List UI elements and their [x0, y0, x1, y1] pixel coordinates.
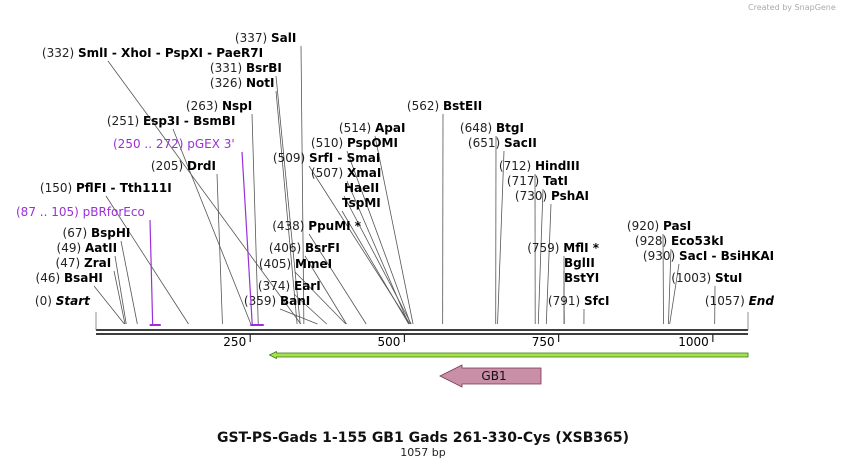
site-label-mfli[interactable]: (759) MflI *: [527, 241, 600, 255]
site-label-pasi[interactable]: (920) PasI: [627, 219, 691, 233]
cut-line-tati: [537, 188, 544, 325]
feature-arrow-gb1[interactable]: [439, 364, 542, 388]
cut-line-smli-xhoi-pspxi-paer7i: [107, 60, 302, 325]
site-label-haeii[interactable]: HaeII: [344, 181, 379, 195]
site-label-pflfi-tth111i[interactable]: (150) PflFI - Tth111I: [40, 181, 172, 195]
tick-label-1000: 1000: [678, 335, 709, 349]
primer-connector-pbrforeco: [149, 219, 154, 325]
site-label-drdi[interactable]: (205) DrdI: [151, 159, 216, 173]
cut-line-pspomi: [346, 150, 411, 325]
site-label-eco53ki[interactable]: (928) Eco53kI: [635, 234, 724, 248]
site-label-xmai[interactable]: (507) XmaI: [311, 166, 381, 180]
site-label-btgi[interactable]: (648) BtgI: [460, 121, 524, 135]
site-label-start[interactable]: (0) Start: [35, 294, 91, 308]
site-label-aatii[interactable]: (49) AatII: [57, 241, 118, 255]
site-label-srfi-smai[interactable]: (509) SrfI - SmaI: [273, 151, 380, 165]
cut-site-labels: (0) Start(46) BsaHI(47) ZraI(49) AatII(6…: [35, 31, 774, 308]
site-label-bsphi[interactable]: (67) BspHI: [63, 226, 131, 240]
cut-line-mmei: [294, 271, 347, 325]
primer-label-pgex-3[interactable]: (250 .. 272) pGEX 3': [113, 137, 235, 151]
sequence-length: 1057 bp: [400, 446, 445, 459]
primers: (87 .. 105) pBRforEco (250 .. 272) pGEX 3…: [16, 137, 264, 326]
cut-line-haeii: [343, 195, 412, 325]
site-label-bsteii[interactable]: (562) BstEII: [407, 99, 482, 113]
cut-line-pflfi-tth111i: [105, 195, 189, 325]
site-label-apai[interactable]: (514) ApaI: [339, 121, 406, 135]
site-label-hindiii[interactable]: (712) HindIII: [499, 159, 580, 173]
orf-arrow[interactable]: [268, 350, 749, 360]
cut-line-aatii: [114, 255, 127, 325]
cut-line-bsahi: [93, 285, 125, 325]
site-label-bsrbi[interactable]: (331) BsrBI: [210, 61, 282, 75]
map-title: GST-PS-Gads 1-155 GB1 Gads 261-330-Cys (…: [217, 430, 629, 446]
site-label-pspomi[interactable]: (510) PspOMI: [311, 136, 398, 150]
site-label-ppumi[interactable]: (438) PpuMI *: [272, 219, 362, 233]
cut-line-noti: [275, 90, 298, 325]
cut-line-esp3i-bsmbi: [172, 128, 252, 325]
site-label-sali[interactable]: (337) SalI: [235, 31, 296, 45]
cut-line-zrai: [113, 270, 126, 325]
site-label-sacii[interactable]: (651) SacII: [468, 136, 537, 150]
feature-label-gb1: GB1: [481, 369, 506, 383]
cut-line-bani: [279, 308, 318, 325]
site-label-bani[interactable]: (359) BanI: [244, 294, 310, 308]
site-label-eari[interactable]: (374) EarI: [258, 279, 321, 293]
cut-site-lines: [93, 45, 716, 325]
cut-line-saci-bsihkai: [669, 263, 680, 325]
site-label-bsrfi[interactable]: (406) BsrFI: [269, 241, 340, 255]
cut-line-bsrfi: [304, 255, 347, 325]
ruler-ticks: 250 500 750 1000: [223, 334, 714, 349]
site-label-noti[interactable]: (326) NotI: [210, 76, 275, 90]
snapgene-watermark: Created by SnapGene: [748, 3, 836, 12]
site-label-tspmi[interactable]: TspMI: [342, 196, 381, 210]
primer-connector-pgex-3: [241, 151, 253, 325]
site-label-tati[interactable]: (717) TatI: [507, 174, 568, 188]
tick-label-250: 250: [223, 335, 246, 349]
cut-line-eco53ki: [668, 248, 672, 325]
site-label-end[interactable]: (1057) End: [705, 294, 774, 308]
cut-line-pshai: [545, 203, 552, 325]
features: GB1: [268, 350, 749, 388]
site-label-pshai[interactable]: (730) PshAI: [515, 189, 589, 203]
cut-line-apai: [374, 135, 414, 325]
cut-line-sacii: [497, 150, 505, 325]
site-label-zrai[interactable]: (47) ZraI: [56, 256, 112, 270]
site-label-smli-xhoi-pspxi-paer7i[interactable]: (332) SmlI - XhoI - PspXI - PaeR7I: [42, 46, 263, 60]
cut-line-nspi: [251, 113, 259, 325]
site-label-nspi[interactable]: (263) NspI: [186, 99, 252, 113]
site-label-bglii[interactable]: BglII: [564, 256, 595, 270]
site-label-bstyi[interactable]: BstYI: [564, 271, 599, 285]
cut-line-bsphi: [120, 240, 138, 325]
primer-label-pbrforeco[interactable]: (87 .. 105) pBRforEco: [16, 205, 145, 219]
sequence-backbone: [95, 312, 749, 335]
cut-line-eari: [293, 293, 327, 325]
cut-line-bsrbi: [275, 75, 301, 325]
site-label-bsahi[interactable]: (46) BsaHI: [36, 271, 103, 285]
cut-line-ppumi: [308, 233, 367, 325]
site-label-stui[interactable]: (1003) StuI: [671, 271, 742, 285]
cut-line-sali: [300, 45, 305, 325]
site-label-esp3i-bsmbi[interactable]: (251) Esp3I - BsmBI: [107, 114, 236, 128]
cut-line-drdi: [216, 173, 223, 325]
site-label-saci-bsihkai[interactable]: (930) SacI - BsiHKAI: [643, 249, 774, 263]
site-label-sfci[interactable]: (791) SfcI: [548, 294, 610, 308]
site-label-mmei[interactable]: (405) MmeI: [259, 257, 332, 271]
tick-label-500: 500: [378, 335, 401, 349]
tick-label-750: 750: [532, 335, 555, 349]
cut-line-tspmi: [341, 210, 410, 325]
